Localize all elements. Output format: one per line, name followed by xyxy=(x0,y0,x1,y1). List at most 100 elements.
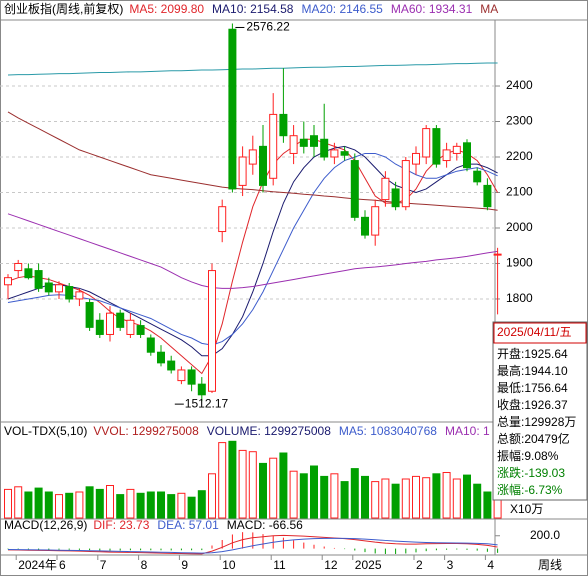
volume-bar xyxy=(248,451,257,519)
volume-bar xyxy=(269,457,278,519)
y-tick-label: 200.0 xyxy=(530,528,560,542)
volume-bar xyxy=(4,488,12,519)
volume-bar xyxy=(24,491,33,519)
legend-entry: MACD: -66.56 xyxy=(227,518,303,532)
price-plot xyxy=(4,23,502,402)
volume-bar xyxy=(340,481,349,519)
candle-body xyxy=(310,135,318,147)
legend-entry: MA xyxy=(480,2,498,16)
high-annotation: 2576.22 xyxy=(246,20,290,34)
x-tick-label: 11 xyxy=(273,558,286,572)
legend-entry: MA10: 2154.58 xyxy=(212,2,294,16)
x-tick-label: 12 xyxy=(324,558,338,572)
macd-line xyxy=(7,537,498,554)
volume-bar xyxy=(259,462,267,519)
volume-bar xyxy=(452,478,461,519)
volume-bar xyxy=(116,494,125,519)
y-tick-label: 1800 xyxy=(506,291,533,305)
candle-body xyxy=(452,145,461,154)
volume-bar xyxy=(391,483,400,519)
info-row: 开盘:1925.64 xyxy=(497,346,568,361)
volume-bar xyxy=(157,491,165,519)
candle-body xyxy=(85,302,94,328)
volume-bar xyxy=(381,478,390,519)
x-tick-label: 2025 xyxy=(355,558,382,572)
legend-entry: VVOL: 1299275008 xyxy=(93,424,199,438)
volume-bar xyxy=(330,473,339,519)
y-tick-label: 2100 xyxy=(506,185,533,199)
candle-body xyxy=(55,284,63,293)
ma-line xyxy=(7,152,498,346)
candle-body xyxy=(361,216,369,236)
candle-body xyxy=(197,383,206,396)
candle-body xyxy=(299,138,308,147)
candle-body xyxy=(269,113,278,179)
volume-bar xyxy=(473,483,482,519)
x-tick-label: 2024年 xyxy=(18,558,57,572)
candle-body xyxy=(463,142,471,169)
candle-body xyxy=(350,160,359,218)
candle-body xyxy=(442,149,451,162)
volume-bar xyxy=(167,494,176,519)
candle-body xyxy=(167,360,176,371)
volume-bar xyxy=(463,474,471,519)
volume-bar xyxy=(136,492,145,519)
candle-body xyxy=(473,170,482,183)
volume-bar xyxy=(95,488,104,519)
legend-entry: VOLUME: 1299275008 xyxy=(207,424,331,438)
candle-body xyxy=(187,369,196,385)
ma-line xyxy=(7,145,498,357)
volume-bar xyxy=(106,485,114,519)
ma-line xyxy=(7,62,498,76)
candle-body xyxy=(412,152,420,165)
candle-body xyxy=(14,262,23,272)
info-row: 涨跌:-139.03 xyxy=(497,465,565,480)
info-row: 涨幅:-6.73% xyxy=(497,482,563,497)
candle-body xyxy=(279,113,288,137)
info-row: 最高:1944.10 xyxy=(497,363,568,378)
candle-body xyxy=(248,149,257,165)
y-tick-label: 2200 xyxy=(506,149,533,163)
volume-bar xyxy=(371,481,380,519)
volume-bar xyxy=(218,442,227,519)
candle-body xyxy=(177,369,186,382)
volume-bar xyxy=(34,487,43,519)
candle-body xyxy=(126,319,135,335)
candle-body xyxy=(34,270,43,289)
candle-body xyxy=(208,270,216,392)
candle-body xyxy=(95,319,104,335)
candle-body xyxy=(4,277,12,286)
candle-body xyxy=(75,291,84,300)
candle-body xyxy=(106,312,114,335)
volume-bar xyxy=(75,491,84,519)
x-tick-label: 4 xyxy=(487,558,494,572)
info-row: 总量:129928万 xyxy=(497,415,576,429)
candle-body xyxy=(157,351,165,364)
volume-bar xyxy=(65,492,74,519)
volume-bar xyxy=(401,478,410,519)
candle-body xyxy=(259,145,267,186)
legend-entry: DEA: 57.01 xyxy=(157,518,219,532)
volume-bar xyxy=(44,491,53,519)
candle-body xyxy=(146,337,155,353)
period-label: 周线 xyxy=(538,558,562,572)
volume-bar xyxy=(483,491,492,519)
volume-bar xyxy=(412,475,420,519)
x-tick-label: 10 xyxy=(222,558,236,572)
volume-bar xyxy=(310,465,318,519)
legend-entry: MA60: 1934.31 xyxy=(391,2,473,16)
candle-body xyxy=(391,188,400,208)
candle-body xyxy=(381,177,390,201)
candle-body xyxy=(289,135,298,154)
candle-body xyxy=(116,312,125,328)
candle-body xyxy=(330,149,339,158)
legend-entry: MA10: 1 xyxy=(445,424,490,438)
candle-body xyxy=(44,282,53,293)
ma-line xyxy=(7,213,498,289)
x-tick-label: 2 xyxy=(416,558,423,572)
volume-bar xyxy=(208,473,216,519)
info-date-box xyxy=(493,322,587,344)
info-row: 振幅:9.08% xyxy=(497,448,559,463)
volume-unit: X10万 xyxy=(510,502,543,516)
candle-body xyxy=(422,128,431,158)
